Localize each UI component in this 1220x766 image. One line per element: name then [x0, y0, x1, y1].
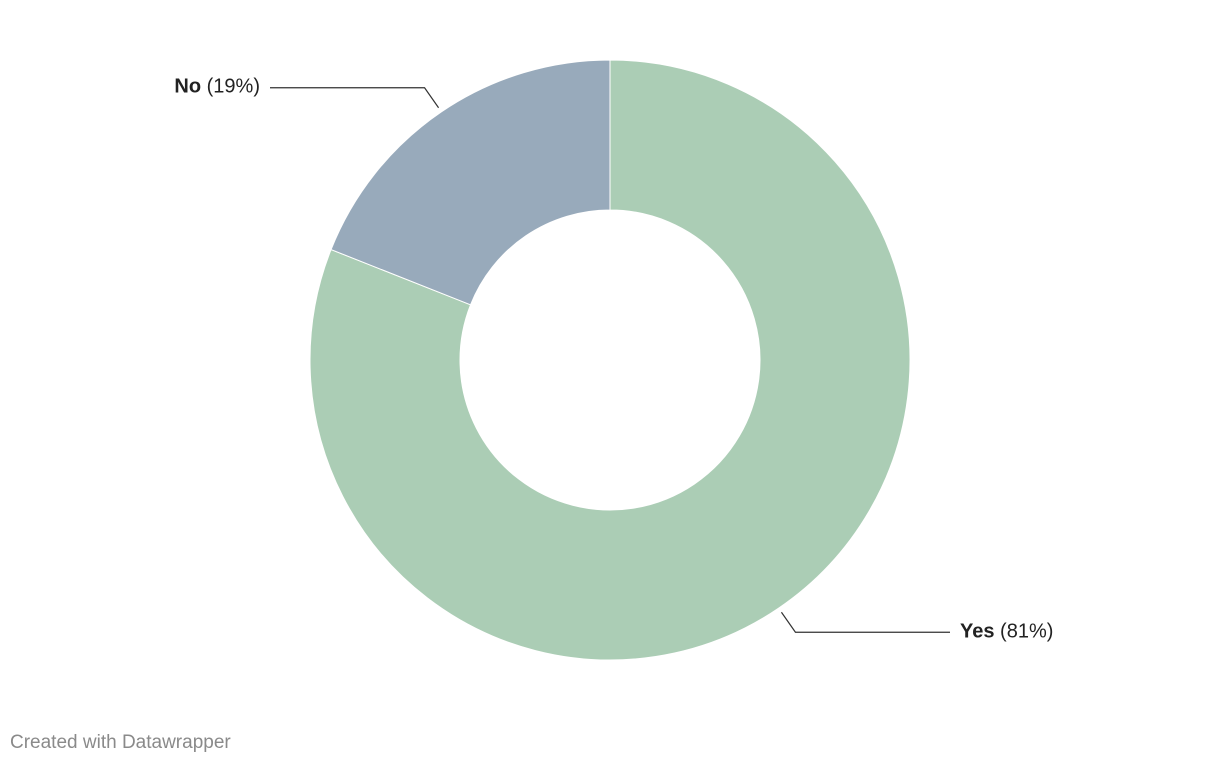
- category-name: No: [174, 76, 201, 98]
- slice-label: No (19%): [174, 76, 260, 98]
- slice-label: Yes (81%): [960, 621, 1053, 643]
- value-label: (81%): [1000, 621, 1053, 643]
- labels: Yes (81%) No (19%): [174, 76, 1053, 643]
- slice: [309, 59, 911, 661]
- category-name: Yes: [960, 621, 994, 643]
- slice: [330, 59, 611, 306]
- credit: Created with Datawrapper: [10, 732, 231, 753]
- value-label: (19%): [207, 76, 260, 98]
- donut: [309, 59, 911, 661]
- leader-line: [780, 611, 950, 633]
- leader-line: [270, 87, 440, 109]
